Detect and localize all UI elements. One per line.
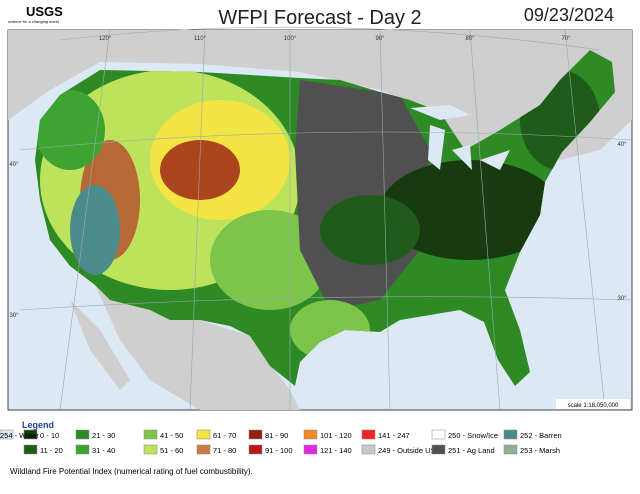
legend-swatch: [196, 444, 211, 455]
fuel-zone: [70, 185, 120, 275]
legend-label: 121 - 140: [320, 446, 352, 455]
graticule: [19, 26, 633, 411]
legend-swatch: [23, 429, 38, 440]
legend-note: Wildland Fire Potential Index (numerical…: [10, 467, 253, 476]
legend-label: 0 - 10: [40, 431, 59, 440]
legend-title: Legend: [22, 420, 54, 430]
legend-swatch: [248, 429, 263, 440]
legend-swatch: [303, 444, 318, 455]
legend-label: 41 - 50: [160, 431, 183, 440]
great-lakes: [410, 105, 510, 170]
legend-swatch: [361, 429, 376, 440]
legend-label: 251 - Ag Land: [448, 446, 495, 455]
title: WFPI Forecast - Day 2: [218, 7, 421, 29]
lat-label: 30°: [9, 313, 19, 319]
lat-label: 40°: [9, 162, 19, 168]
lat-label: 40°: [617, 142, 627, 148]
legend-label: 141 - 247: [378, 431, 410, 440]
fuel-zone: [320, 195, 420, 265]
fuel-zone: [35, 90, 105, 170]
lon-label: 90°: [375, 36, 385, 42]
mexico: [95, 285, 300, 410]
legend-swatch: [196, 429, 211, 440]
fuel-zone: [380, 160, 560, 260]
legend-label: 71 - 80: [213, 446, 236, 455]
legend-swatch: [303, 429, 318, 440]
legend-swatch: [503, 444, 518, 455]
legend-label: 11 - 20: [40, 446, 63, 455]
legend-swatch: [0, 429, 14, 440]
legend-swatch: [431, 444, 446, 455]
canada: [8, 30, 632, 165]
legend-label: 249 - Outside US: [378, 446, 436, 455]
logo: USGS: [26, 4, 63, 19]
legend-label: 250 - Snow/Ice: [448, 431, 498, 440]
legend-swatch: [75, 444, 90, 455]
legend-swatch: [23, 444, 38, 455]
lon-label: 120°: [99, 36, 112, 42]
legend-label: 252 - Barren: [520, 431, 562, 440]
fuel-zone: [160, 140, 240, 200]
lon-label: 70°: [561, 36, 571, 42]
legend-swatch: [503, 429, 518, 440]
tagline: science for a changing world: [8, 19, 59, 24]
legend-label: 81 - 90: [265, 431, 288, 440]
legend-label: 253 - Marsh: [520, 446, 560, 455]
legend-swatch: [143, 444, 158, 455]
legend-label: 51 - 60: [160, 446, 183, 455]
legend-label: 91 - 100: [265, 446, 293, 455]
legend-swatch: [143, 429, 158, 440]
lat-label: 30°: [617, 296, 627, 302]
lon-label: 80°: [465, 36, 475, 42]
legend-swatch: [248, 444, 263, 455]
legend-label: 21 - 30: [92, 431, 115, 440]
legend-swatch: [361, 444, 376, 455]
lon-label: 100°: [284, 36, 297, 42]
lon-label: 110°: [194, 36, 207, 42]
baja: [70, 300, 130, 390]
scale-text: scale 1:18,050,000: [568, 403, 619, 409]
date: 09/23/2024: [524, 5, 614, 25]
legend-swatch: [431, 429, 446, 440]
scale-box: [556, 399, 630, 409]
legend-label: 61 - 70: [213, 431, 236, 440]
us-fuel-map: [35, 50, 615, 386]
legend-swatch: [75, 429, 90, 440]
legend-label: 101 - 120: [320, 431, 352, 440]
legend-label: 31 - 40: [92, 446, 115, 455]
legend-label: 254 - Water: [0, 431, 39, 440]
